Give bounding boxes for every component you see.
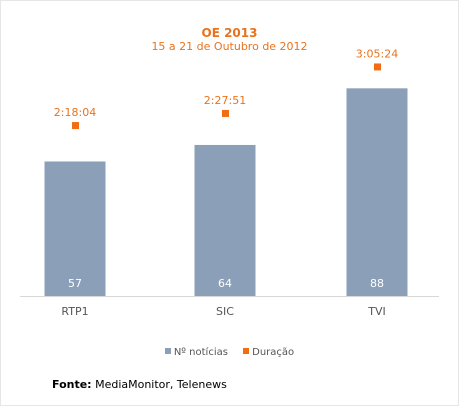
duration-label-tvi: 3:05:24 [356, 47, 398, 60]
chart-legend: Nº notícias Duração [0, 347, 459, 358]
bar-value-label-rtp1: 57 [68, 277, 82, 290]
duration-marker-tvi [374, 63, 381, 71]
chart-subtitle: 15 a 21 de Outubro de 2012 [151, 40, 308, 53]
source-label: Fonte: [52, 378, 92, 391]
duration-label-sic: 2:27:51 [204, 94, 246, 107]
bar-value-label-tvi: 88 [370, 277, 384, 290]
legend-label-duracao: Duração [252, 347, 295, 358]
legend-label-noticias: Nº notícias [173, 347, 228, 358]
legend-swatch-noticias [164, 348, 171, 354]
x-tick-label-tvi: TVI [367, 305, 386, 318]
duration-marker-sic [222, 109, 229, 117]
legend-swatch-duracao [243, 348, 250, 354]
source-note: Fonte: MediaMonitor, Telenews [52, 378, 227, 391]
bar-tvi [346, 88, 408, 296]
bar-rtp1 [44, 161, 106, 296]
legend-item-duracao: Duração [243, 347, 294, 358]
x-tick-label-sic: SIC [216, 305, 234, 318]
source-text: MediaMonitor, Telenews [95, 378, 227, 391]
legend-item-noticias: Nº notícias [164, 347, 228, 358]
bar-value-label-sic: 64 [218, 277, 232, 290]
chart-title: OE 2013 [201, 26, 258, 40]
duration-label-rtp1: 2:18:04 [54, 106, 96, 119]
x-tick-label-rtp1: RTP1 [61, 305, 88, 318]
duration-marker-rtp1 [72, 122, 79, 130]
bar-sic [194, 144, 256, 296]
